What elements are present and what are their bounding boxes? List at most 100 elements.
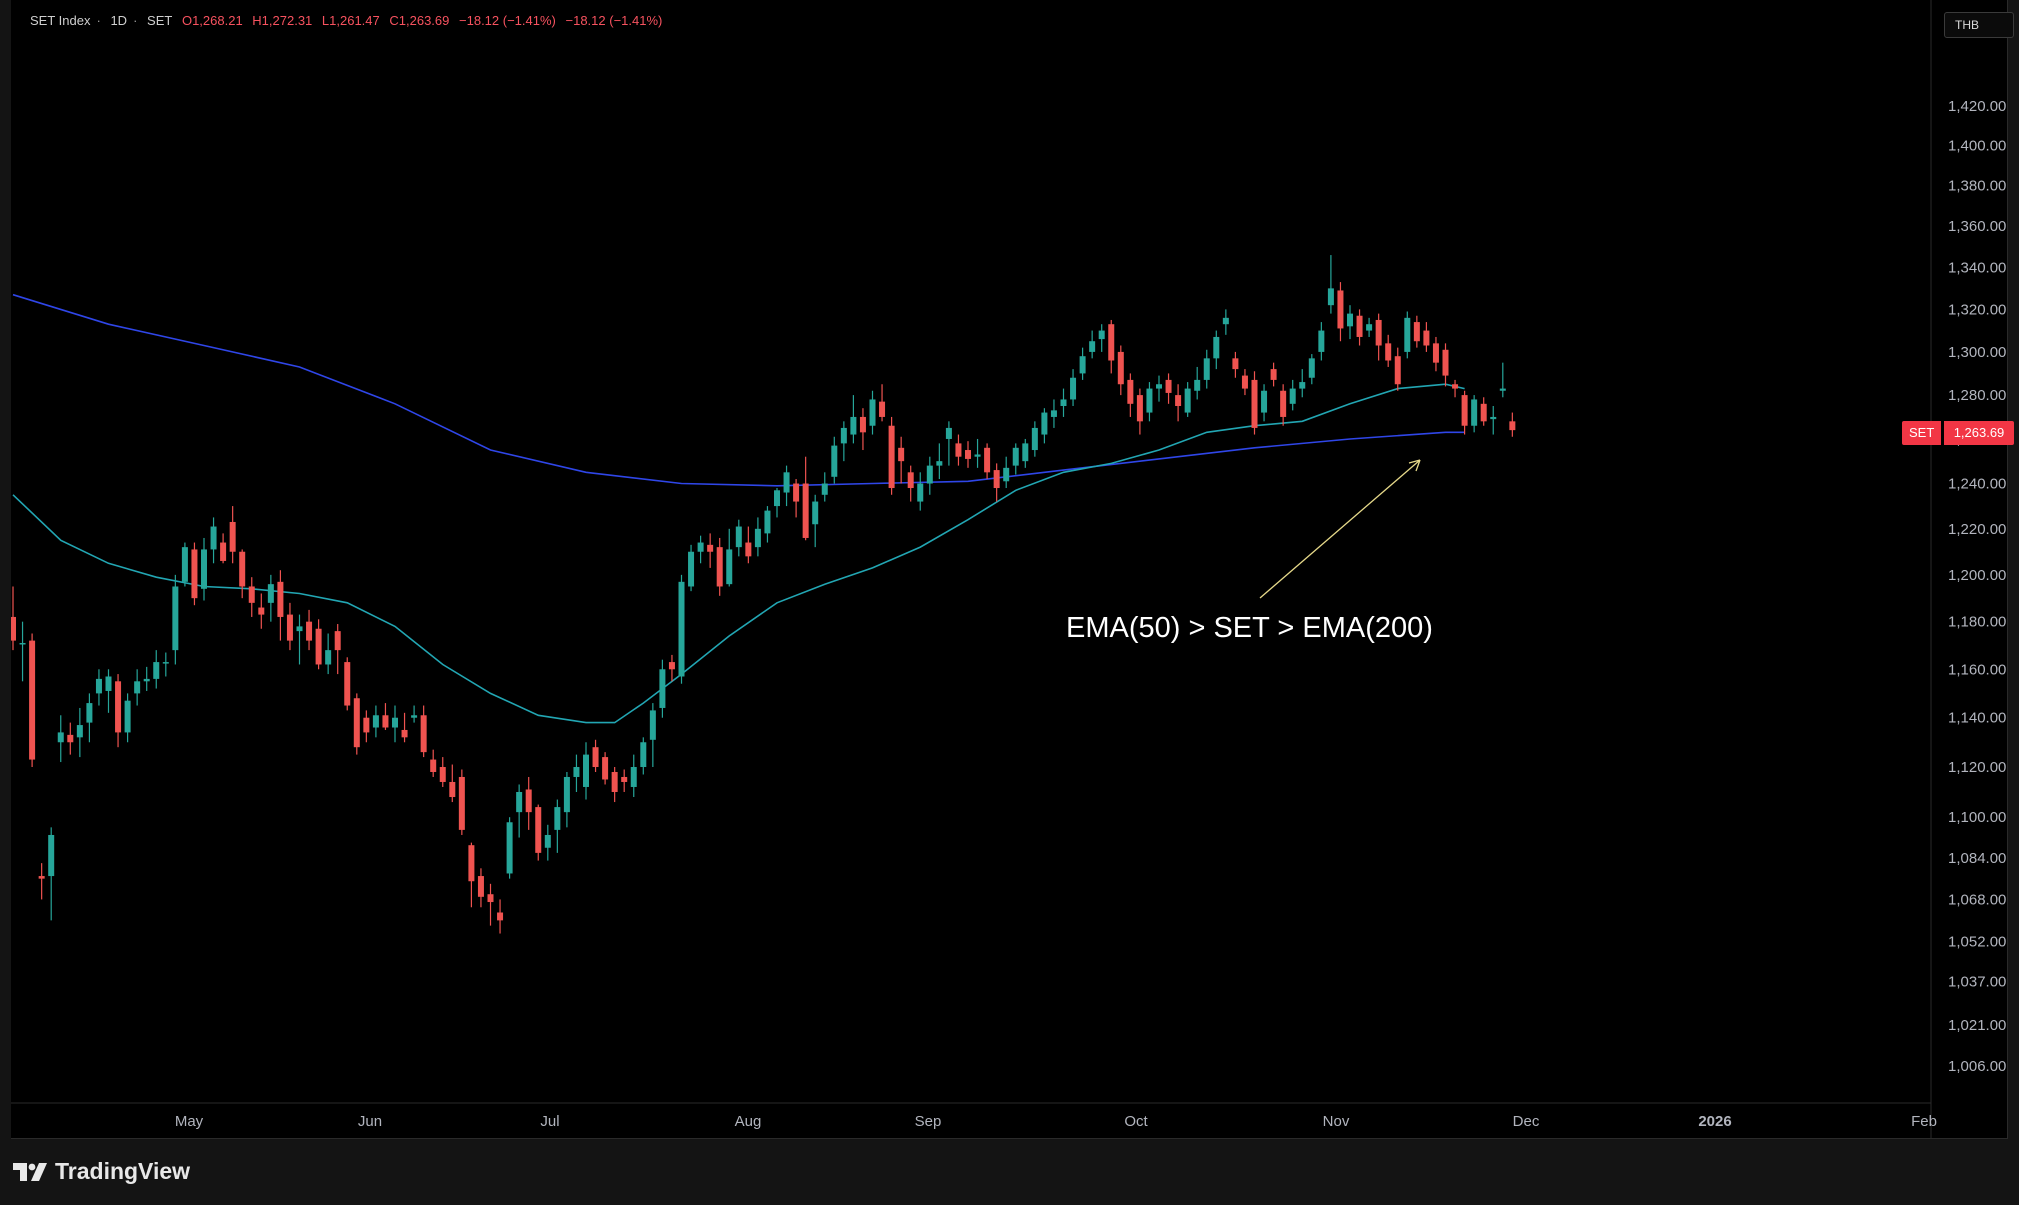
candle[interactable] — [831, 436, 838, 484]
candle[interactable] — [344, 657, 351, 711]
candle[interactable] — [1461, 390, 1468, 435]
candle[interactable] — [353, 693, 360, 755]
candle[interactable] — [220, 533, 227, 564]
candle[interactable] — [621, 769, 628, 792]
candle[interactable] — [1031, 421, 1038, 457]
candle[interactable] — [1070, 369, 1077, 406]
candle[interactable] — [774, 488, 780, 518]
candle[interactable] — [1318, 322, 1325, 361]
candle[interactable] — [153, 650, 160, 689]
candle[interactable] — [793, 479, 800, 518]
candle[interactable] — [67, 722, 74, 755]
candle[interactable] — [1232, 351, 1239, 378]
candle[interactable] — [869, 390, 876, 435]
candle[interactable] — [697, 535, 704, 564]
candlestick-chart[interactable]: 1,420.00 1,400.00 1,380.00 1,360.00 1,340.00… — [11, 0, 2007, 1138]
candle[interactable] — [1366, 317, 1373, 337]
candle[interactable] — [1098, 324, 1105, 352]
candle[interactable] — [1327, 255, 1334, 314]
candle[interactable] — [812, 494, 819, 548]
candle[interactable] — [286, 602, 293, 651]
candle[interactable] — [306, 609, 313, 651]
candle[interactable] — [659, 659, 666, 718]
candle[interactable] — [191, 542, 198, 606]
candle[interactable] — [210, 517, 217, 564]
candle[interactable] — [544, 824, 551, 861]
candle[interactable] — [1499, 362, 1506, 398]
candle[interactable] — [334, 624, 341, 675]
candle[interactable] — [1241, 369, 1248, 396]
candle[interactable] — [277, 570, 284, 641]
candle[interactable] — [917, 472, 924, 511]
candle[interactable] — [372, 705, 379, 738]
candle[interactable] — [716, 537, 723, 596]
candle[interactable] — [48, 827, 55, 921]
candle[interactable] — [965, 441, 971, 468]
price-scale[interactable]: 1,420.00 1,400.00 1,380.00 1,360.00 1,340.00… — [1948, 98, 2006, 1075]
legend-symbol[interactable]: SET Index — [30, 13, 91, 28]
candle[interactable] — [1356, 309, 1363, 346]
candle[interactable] — [1079, 347, 1086, 380]
candle[interactable] — [640, 737, 647, 775]
candle[interactable] — [430, 749, 437, 777]
candle[interactable] — [267, 574, 274, 622]
candle[interactable] — [181, 542, 188, 587]
candle[interactable] — [802, 456, 809, 541]
candle[interactable] — [325, 633, 332, 675]
candle[interactable] — [11, 586, 16, 651]
candle[interactable] — [1480, 397, 1487, 426]
candle[interactable] — [420, 705, 427, 758]
candle[interactable] — [745, 526, 752, 564]
candle[interactable] — [535, 804, 542, 861]
candle[interactable] — [1127, 373, 1134, 417]
candle[interactable] — [726, 528, 733, 587]
candle[interactable] — [583, 742, 589, 800]
candle[interactable] — [688, 544, 695, 592]
ema200-line[interactable] — [12, 293, 1465, 487]
candle[interactable] — [1308, 354, 1315, 385]
candle[interactable] — [401, 712, 408, 743]
candle[interactable] — [611, 767, 618, 803]
tradingview-logo[interactable]: TradingView — [13, 1158, 190, 1185]
candle[interactable] — [1203, 349, 1210, 389]
candle[interactable] — [1299, 369, 1306, 398]
candle[interactable] — [1509, 412, 1516, 437]
candle[interactable] — [1089, 330, 1096, 359]
candle[interactable] — [382, 703, 389, 730]
candle[interactable] — [1432, 336, 1439, 372]
candle[interactable] — [1251, 371, 1258, 435]
candle[interactable] — [926, 456, 933, 495]
candle[interactable] — [449, 764, 456, 803]
candle[interactable] — [363, 710, 370, 743]
candle[interactable] — [630, 754, 637, 798]
candle[interactable] — [859, 408, 866, 451]
candle[interactable] — [411, 705, 418, 723]
candle[interactable] — [554, 799, 561, 853]
candle[interactable] — [1156, 375, 1162, 402]
candle[interactable] — [1452, 379, 1459, 398]
candle[interactable] — [497, 899, 504, 934]
currency-selector[interactable]: THB — [1944, 12, 2014, 38]
candle[interactable] — [764, 506, 771, 543]
candle[interactable] — [984, 443, 991, 480]
candle[interactable] — [477, 868, 484, 908]
candle[interactable] — [1270, 362, 1277, 387]
candle[interactable] — [296, 614, 303, 665]
candle[interactable] — [879, 384, 886, 422]
candle[interactable] — [1041, 408, 1048, 444]
candle[interactable] — [38, 863, 45, 900]
candle[interactable] — [1213, 330, 1220, 370]
candle[interactable] — [1165, 373, 1172, 404]
candle[interactable] — [602, 752, 609, 785]
candle[interactable] — [1404, 311, 1411, 359]
candle[interactable] — [1490, 405, 1497, 435]
symbol-legend[interactable]: SET Index · 1D · SET O1,268.21 H1,272.31 L… — [30, 13, 663, 28]
candle[interactable] — [248, 577, 255, 617]
candle[interactable] — [1385, 334, 1392, 367]
candle[interactable] — [707, 533, 714, 568]
candle[interactable] — [1012, 443, 1019, 475]
candle[interactable] — [1471, 395, 1478, 433]
candle[interactable] — [678, 574, 685, 684]
candle[interactable] — [19, 621, 26, 682]
candle[interactable] — [936, 443, 943, 480]
